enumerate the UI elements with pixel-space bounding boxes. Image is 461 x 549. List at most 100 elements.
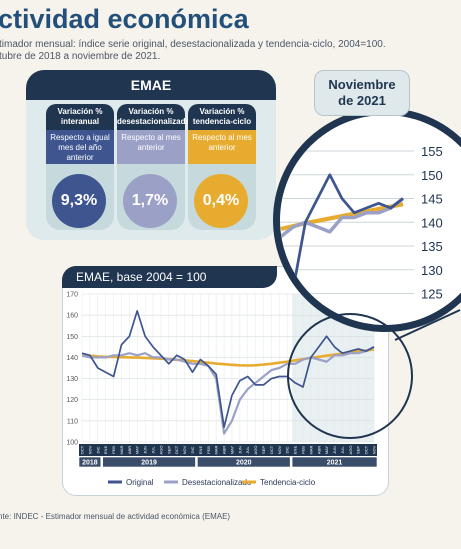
year-box-2018 (78, 456, 102, 468)
x-tick-label-2: DIC (95, 446, 100, 453)
subtitle-line-1: timador mensual: índice serie original, … (0, 39, 386, 50)
chart-title: EMAE, base 2004 = 100 (62, 266, 277, 288)
x-tick-label-18: ABR (222, 446, 227, 454)
x-tick-label-12: OCT (174, 445, 179, 454)
lens-series-desestacionalizado (280, 197, 405, 238)
card-desestacionalizada-title: Variación % desestacionalizada (117, 104, 190, 130)
card-interanual-desc: Respecto a igual mes del año anterior (46, 130, 114, 164)
y-tick-label-100: 100 (66, 440, 78, 447)
x-tick-label-27: ENE (293, 446, 298, 455)
year-label-2018: 2018 (82, 460, 98, 467)
x-tick-label-23: SEP (261, 446, 266, 454)
card-tendencia: Variación % tendencia-ciclo Respecto al … (188, 104, 256, 230)
series-line-desestacionalizado (81, 345, 375, 435)
x-tick-label-37: NOV (372, 445, 377, 454)
x-tick-label-13: NOV (182, 445, 187, 454)
zoom-label-line2: de 2021 (338, 93, 386, 108)
x-tick-label-21: JUL (245, 446, 250, 454)
emae-panel-title: EMAE (26, 70, 276, 100)
lens-tick-150: 150 (421, 168, 443, 183)
lens-series-original (280, 173, 404, 291)
x-tick-label-35: SEP (356, 446, 361, 454)
lens-tick-135: 135 (421, 239, 443, 254)
year-box-2019 (102, 456, 196, 468)
lens-tick-140: 140 (421, 215, 443, 230)
x-tick-label-0: OCT (80, 445, 85, 454)
zoom-label-line1: Noviembre (328, 77, 396, 92)
x-tick-label-5: MAR (119, 445, 124, 454)
x-tick-label-17: MAR (214, 445, 219, 454)
x-tick-label-30: ABR (316, 446, 321, 454)
x-tick-label-20: JUN (237, 446, 242, 454)
y-tick-label-110: 110 (67, 418, 78, 425)
x-tick-label-10: AGO (158, 446, 163, 455)
lens-tick-145: 145 (421, 192, 443, 207)
zoom-connector (394, 309, 461, 341)
card-tendencia-desc: Respecto al mes anterior (188, 130, 256, 164)
x-tick-label-3: ENE (103, 446, 108, 455)
card-desestacionalizada: Variación % desestacionalizada Respecto … (117, 104, 190, 230)
source-note: nte: INDEC - Estimador mensual de activi… (0, 512, 231, 521)
card-interanual-title: Variación % interanual (46, 104, 114, 130)
y-tick-label-170: 170 (66, 292, 78, 299)
page-subtitle: timador mensual: índice serie original, … (0, 39, 386, 63)
card-desestacionalizada-desc: Respecto al mes anterior (117, 130, 185, 164)
y-tick-label-130: 130 (66, 376, 78, 383)
year-box-2021 (291, 456, 378, 468)
zoom-label: Noviembre de 2021 (314, 70, 410, 116)
series-line-tendencia-ciclo (81, 348, 375, 367)
lens-content: 155 150 145 140 135 130 125 (280, 115, 461, 325)
x-tick-label-24: OCT (269, 445, 274, 454)
x-tick-label-16: FEB (206, 446, 211, 454)
x-tick-label-7: MAY (135, 445, 140, 454)
lens-axis-bg (414, 115, 461, 325)
x-tick-label-32: JUN (332, 446, 337, 454)
x-tick-label-33: JUL (340, 446, 345, 454)
legend-label-desestacionalizado: Desestacionalizado (182, 478, 252, 487)
x-tick-label-28: FEB (300, 446, 305, 454)
card-desestacionalizada-value: 1,7% (123, 174, 177, 228)
y-tick-label-160: 160 (66, 313, 78, 320)
subtitle-line-2: tubre de 2018 a noviembre de 2021. (0, 51, 161, 62)
page-title: ctividad económica (0, 4, 249, 34)
x-tick-label-34: AGO (348, 446, 353, 455)
year-label-2020: 2020 (236, 460, 252, 467)
lens-tick-155: 155 (421, 144, 443, 159)
x-tick-label-9: JUL (151, 446, 156, 454)
card-interanual: Variación % interanual Respecto a igual … (46, 104, 114, 230)
lens-tick-125: 125 (421, 287, 443, 302)
lens-tick-130: 130 (421, 263, 443, 278)
series-line-original (81, 310, 375, 429)
x-tick-label-36: OCT (364, 445, 369, 454)
emae-panel: EMAE Variación % interanual Respecto a i… (26, 70, 276, 240)
legend-label-original: Original (126, 478, 154, 487)
y-tick-label-140: 140 (66, 355, 78, 362)
x-tick-label-14: DIC (190, 446, 195, 453)
x-tick-label-29: MAR (308, 445, 313, 454)
x-tick-label-15: ENE (198, 446, 203, 455)
x-tick-label-6: ABR (127, 446, 132, 454)
card-tendencia-title: Variación % tendencia-ciclo (188, 104, 256, 130)
x-tick-label-8: JUN (143, 446, 148, 454)
x-tick-label-4: FEB (111, 446, 116, 454)
x-tick-label-22: AGO (253, 446, 258, 455)
year-box-2020 (197, 456, 291, 468)
x-tick-strip (79, 444, 377, 456)
y-tick-label-120: 120 (66, 397, 78, 404)
card-interanual-value: 9,3% (52, 174, 106, 228)
x-tick-label-1: NOV (87, 445, 92, 454)
year-label-2021: 2021 (327, 460, 343, 467)
x-tick-label-11: SEP (166, 446, 171, 454)
y-tick-label-150: 150 (66, 334, 78, 341)
x-tick-label-25: NOV (277, 445, 282, 454)
x-tick-label-31: MAY (324, 445, 329, 454)
zoom-source-circle (287, 313, 413, 439)
year-label-2019: 2019 (141, 460, 157, 467)
card-tendencia-value: 0,4% (194, 174, 248, 228)
x-tick-label-19: MAY (229, 445, 234, 454)
legend-label-tendencia-ciclo: Tendencia-ciclo (260, 478, 316, 487)
x-tick-label-26: DIC (285, 446, 290, 453)
